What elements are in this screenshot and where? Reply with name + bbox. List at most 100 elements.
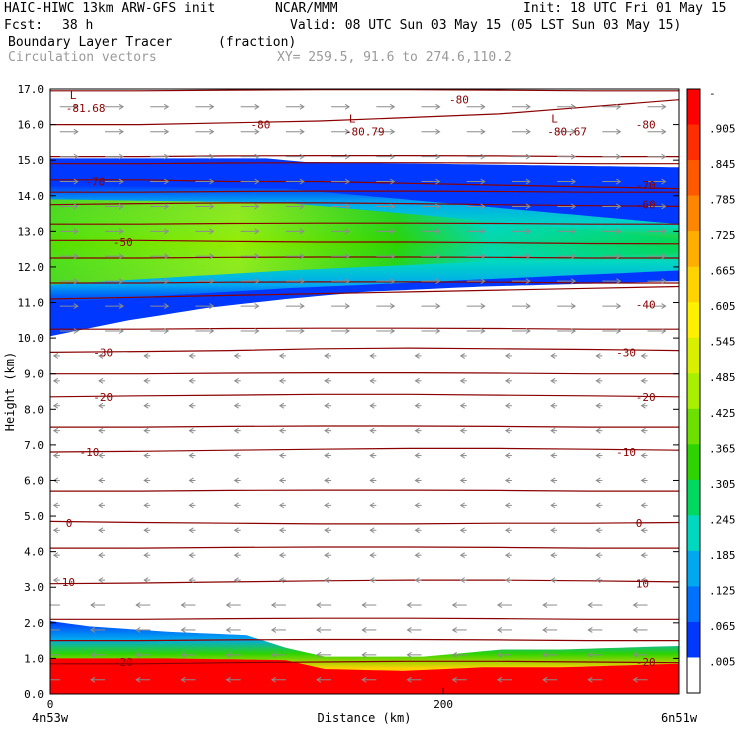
vector-arrowhead: [209, 278, 215, 285]
contour-label: 0: [66, 517, 73, 530]
vector-arrowhead: [414, 577, 420, 584]
vector-arrowhead: [632, 627, 638, 633]
vector-arrowhead: [143, 452, 149, 459]
vector-arrowhead: [118, 278, 124, 285]
vector-arrowhead: [595, 527, 601, 534]
vector-arrowhead: [459, 452, 465, 459]
vector-arrowhead: [324, 402, 330, 409]
vector-arrowhead: [135, 651, 141, 658]
vector-arrowhead: [52, 552, 59, 559]
vector-arrowhead: [52, 352, 59, 359]
colorbar-label: .485: [709, 371, 736, 384]
vector-arrowhead: [98, 352, 104, 359]
vector-arrowhead: [73, 153, 79, 160]
header-fcst-label: Fcst:: [4, 18, 44, 33]
vector-arrowhead: [414, 452, 420, 459]
vector-arrowhead: [504, 477, 511, 484]
vector-arrowhead: [188, 427, 194, 434]
vector-arrowhead: [163, 128, 170, 135]
vector-arrowhead: [632, 676, 638, 683]
vector-arrowhead: [459, 552, 465, 559]
temperature-contour: [50, 579, 679, 585]
vector-arrowhead: [570, 178, 577, 185]
y-tick-label: 4.0: [24, 546, 44, 559]
vector-arrowhead: [459, 402, 465, 409]
vector-arrowhead: [98, 402, 104, 409]
contour-label: 0: [636, 517, 643, 530]
vector-arrowhead: [640, 402, 646, 409]
vector-arrowhead: [640, 502, 646, 509]
vector-arrowhead: [163, 153, 170, 160]
vector-arrowhead: [550, 577, 556, 584]
contour-label: -70: [85, 176, 105, 189]
vector-arrowhead: [595, 377, 601, 384]
vector-arrowhead: [496, 651, 503, 658]
vector-arrowhead: [435, 278, 441, 285]
vector-arrowhead: [50, 677, 51, 682]
boundary-layer-core: [50, 658, 679, 694]
temperature-contour: [50, 222, 679, 225]
y-tick-label: 6.0: [24, 474, 44, 487]
colorbar-label: .845: [709, 158, 736, 171]
vector-arrowhead: [118, 153, 124, 160]
contour-label: -80: [636, 119, 656, 132]
vector-arrowhead: [661, 178, 667, 185]
vector-arrowhead: [504, 527, 511, 534]
colorbar-swatch: [687, 621, 700, 658]
colorbar-swatch: [687, 195, 700, 232]
colorbar-swatch: [687, 550, 700, 587]
vector-arrowhead: [98, 377, 104, 384]
vector-arrowhead: [143, 477, 149, 484]
vector-arrowhead: [550, 477, 556, 484]
x-right-endpoint: 6n51w: [661, 711, 698, 725]
vector-arrowhead: [143, 527, 149, 534]
vector-arrowhead: [225, 676, 231, 683]
vector-arrowhead: [616, 228, 622, 235]
vector-arrowhead: [118, 103, 124, 110]
x-axis-label: Distance (km): [318, 711, 412, 725]
temperature-contour: [50, 99, 679, 126]
vector-arrowhead: [52, 427, 59, 434]
y-tick-label: 0.0: [24, 688, 44, 701]
temperature-contour: [50, 281, 679, 284]
vector-arrowhead: [542, 676, 548, 683]
vector-arrowhead: [369, 452, 375, 459]
vector-arrowhead: [451, 602, 457, 608]
vector-arrowhead: [180, 676, 186, 683]
vector-arrowhead: [480, 203, 486, 210]
vector-arrowhead: [73, 178, 79, 185]
vector-arrowhead: [616, 103, 622, 110]
vector-arrowhead: [587, 676, 593, 683]
contour-label: -20: [113, 656, 133, 669]
vector-arrowhead: [595, 477, 601, 484]
colorbar-label: .605: [709, 300, 736, 313]
vector-arrowhead: [233, 452, 239, 459]
vector-arrowhead: [278, 502, 285, 509]
vector-arrowhead: [369, 577, 375, 584]
vector-arrowhead: [209, 128, 215, 135]
vector-arrowhead: [496, 627, 503, 633]
vector-arrowhead: [73, 228, 79, 235]
vector-arrowhead: [299, 128, 305, 135]
contour-label: -70: [636, 179, 656, 192]
vector-arrowhead: [390, 328, 396, 334]
colorbar-swatch: [687, 586, 700, 623]
vector-arrowhead: [616, 253, 622, 260]
vector-arrowhead: [595, 502, 601, 509]
vector-arrowhead: [414, 552, 420, 559]
vector-arrowhead: [254, 278, 260, 285]
colorbar-label: .365: [709, 442, 736, 455]
vector-arrowhead: [480, 153, 486, 160]
temperature-contour: [50, 162, 679, 165]
vector-arrowhead: [143, 577, 149, 584]
vector-arrowhead: [73, 278, 79, 285]
vector-arrowhead: [616, 303, 622, 310]
vector-arrowhead: [135, 602, 141, 608]
vector-arrowhead: [406, 651, 412, 658]
colorbar-label: .245: [709, 513, 736, 526]
vector-arrowhead: [188, 477, 194, 484]
vector-arrowhead: [143, 402, 149, 409]
vector-arrowhead: [414, 402, 420, 409]
vector-arrowhead: [504, 452, 511, 459]
contour-label: -30: [93, 346, 113, 359]
